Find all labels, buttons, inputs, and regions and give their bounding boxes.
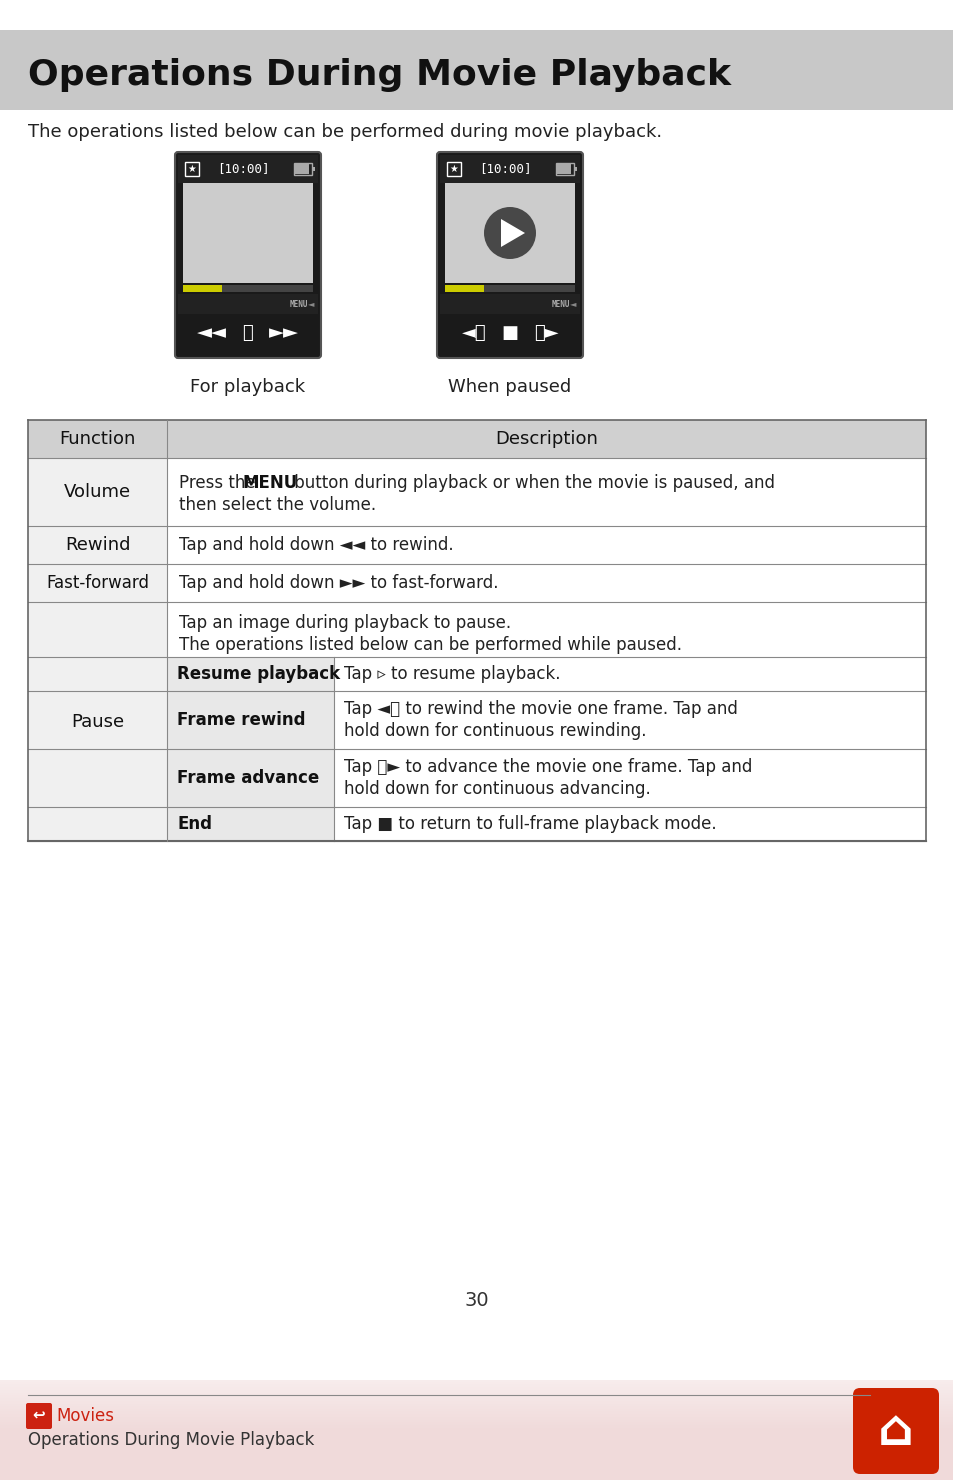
Text: [10:00]: [10:00]	[216, 163, 269, 176]
Bar	[167, 657, 334, 691]
Text: Tap ▹ to resume playback.: Tap ▹ to resume playback.	[344, 665, 560, 682]
Text: ⏸: ⏸	[242, 324, 253, 342]
FancyBboxPatch shape	[852, 1388, 938, 1474]
Bar	[439, 295, 579, 314]
Text: Tap an image during playback to pause.: Tap an image during playback to pause.	[179, 614, 511, 632]
Bar	[444, 184, 575, 283]
Text: hold down for continuous rewinding.: hold down for continuous rewinding.	[344, 722, 646, 740]
Bar	[28, 564, 167, 602]
Text: ◄: ◄	[308, 299, 314, 308]
Bar	[183, 184, 313, 283]
Bar	[0, 30, 953, 110]
Bar	[334, 657, 925, 691]
Text: Tap ◄⏸ to rewind the movie one frame. Tap and: Tap ◄⏸ to rewind the movie one frame. Ta…	[344, 700, 738, 718]
Bar	[312, 167, 314, 172]
Bar	[167, 420, 925, 457]
Text: Movies: Movies	[56, 1407, 113, 1425]
Text: The operations listed below can be performed while paused.: The operations listed below can be perfo…	[179, 636, 681, 654]
Text: Press the: Press the	[179, 474, 261, 491]
Polygon shape	[500, 219, 524, 247]
Text: ⌂: ⌂	[877, 1407, 913, 1455]
Bar	[167, 749, 334, 807]
Bar	[0, 1379, 953, 1480]
Text: MENU: MENU	[290, 299, 308, 308]
Text: [10:00]: [10:00]	[478, 163, 531, 176]
FancyBboxPatch shape	[174, 152, 320, 358]
Bar	[439, 155, 579, 184]
Text: End: End	[177, 815, 212, 833]
Text: Volume: Volume	[64, 482, 131, 502]
Bar	[557, 164, 571, 175]
Text: MENU: MENU	[552, 299, 570, 308]
Bar	[28, 525, 167, 564]
Text: ⏸►: ⏸►	[533, 324, 558, 342]
Bar	[167, 525, 925, 564]
Bar	[28, 420, 167, 457]
Bar	[294, 164, 309, 175]
Bar	[167, 807, 334, 841]
Text: ■: ■	[501, 324, 518, 342]
Circle shape	[483, 207, 536, 259]
Bar	[444, 286, 483, 292]
Bar	[167, 457, 925, 525]
Text: button during playback or when the movie is paused, and: button during playback or when the movie…	[289, 474, 775, 491]
Text: Tap and hold down ►► to fast-forward.: Tap and hold down ►► to fast-forward.	[179, 574, 498, 592]
Text: ★: ★	[188, 164, 196, 175]
Text: For playback: For playback	[191, 377, 305, 397]
FancyBboxPatch shape	[26, 1403, 52, 1430]
Bar	[178, 314, 317, 352]
Text: Tap ⏸► to advance the movie one frame. Tap and: Tap ⏸► to advance the movie one frame. T…	[344, 758, 752, 776]
Text: Frame rewind: Frame rewind	[177, 710, 305, 730]
Bar	[574, 167, 577, 172]
Bar	[28, 457, 167, 525]
Text: ★: ★	[449, 164, 457, 175]
Text: Fast-forward: Fast-forward	[46, 574, 149, 592]
Bar	[183, 286, 222, 292]
Bar	[167, 564, 925, 602]
Bar	[294, 163, 312, 175]
Text: Function: Function	[59, 431, 135, 448]
Text: Rewind: Rewind	[65, 536, 131, 554]
Text: 30: 30	[464, 1291, 489, 1310]
Text: Description: Description	[495, 431, 598, 448]
Bar	[28, 691, 167, 749]
Bar	[334, 807, 925, 841]
Text: Pause: Pause	[71, 712, 124, 731]
Text: Tap and hold down ◄◄ to rewind.: Tap and hold down ◄◄ to rewind.	[179, 536, 454, 554]
FancyBboxPatch shape	[436, 152, 582, 358]
Text: Resume playback: Resume playback	[177, 665, 340, 682]
Text: Operations During Movie Playback: Operations During Movie Playback	[28, 58, 730, 92]
Text: ↩: ↩	[32, 1409, 46, 1424]
Text: When paused: When paused	[448, 377, 571, 397]
Bar	[439, 314, 579, 352]
Text: The operations listed below can be performed during movie playback.: The operations listed below can be perfo…	[28, 123, 661, 141]
Bar	[28, 749, 167, 807]
Text: Tap ■ to return to full-frame playback mode.: Tap ■ to return to full-frame playback m…	[344, 815, 716, 833]
Bar	[167, 691, 334, 749]
Bar	[28, 602, 167, 657]
Bar	[167, 602, 925, 657]
Bar	[334, 691, 925, 749]
Text: Frame advance: Frame advance	[177, 770, 319, 787]
Text: ◄: ◄	[569, 299, 576, 308]
Bar	[178, 155, 317, 184]
Bar	[556, 163, 574, 175]
Bar	[185, 161, 199, 176]
Text: ◄⏸: ◄⏸	[461, 324, 486, 342]
Bar	[178, 295, 317, 314]
Bar	[334, 749, 925, 807]
Bar	[447, 161, 460, 176]
Bar	[183, 286, 313, 292]
Text: Operations During Movie Playback: Operations During Movie Playback	[28, 1431, 314, 1449]
Bar	[28, 657, 167, 691]
Bar	[28, 807, 167, 841]
Text: ►►: ►►	[269, 324, 298, 342]
Text: hold down for continuous advancing.: hold down for continuous advancing.	[344, 780, 650, 798]
Text: ◄◄: ◄◄	[196, 324, 227, 342]
Text: then select the volume.: then select the volume.	[179, 496, 375, 514]
Text: MENU: MENU	[242, 474, 297, 491]
Bar	[444, 286, 575, 292]
